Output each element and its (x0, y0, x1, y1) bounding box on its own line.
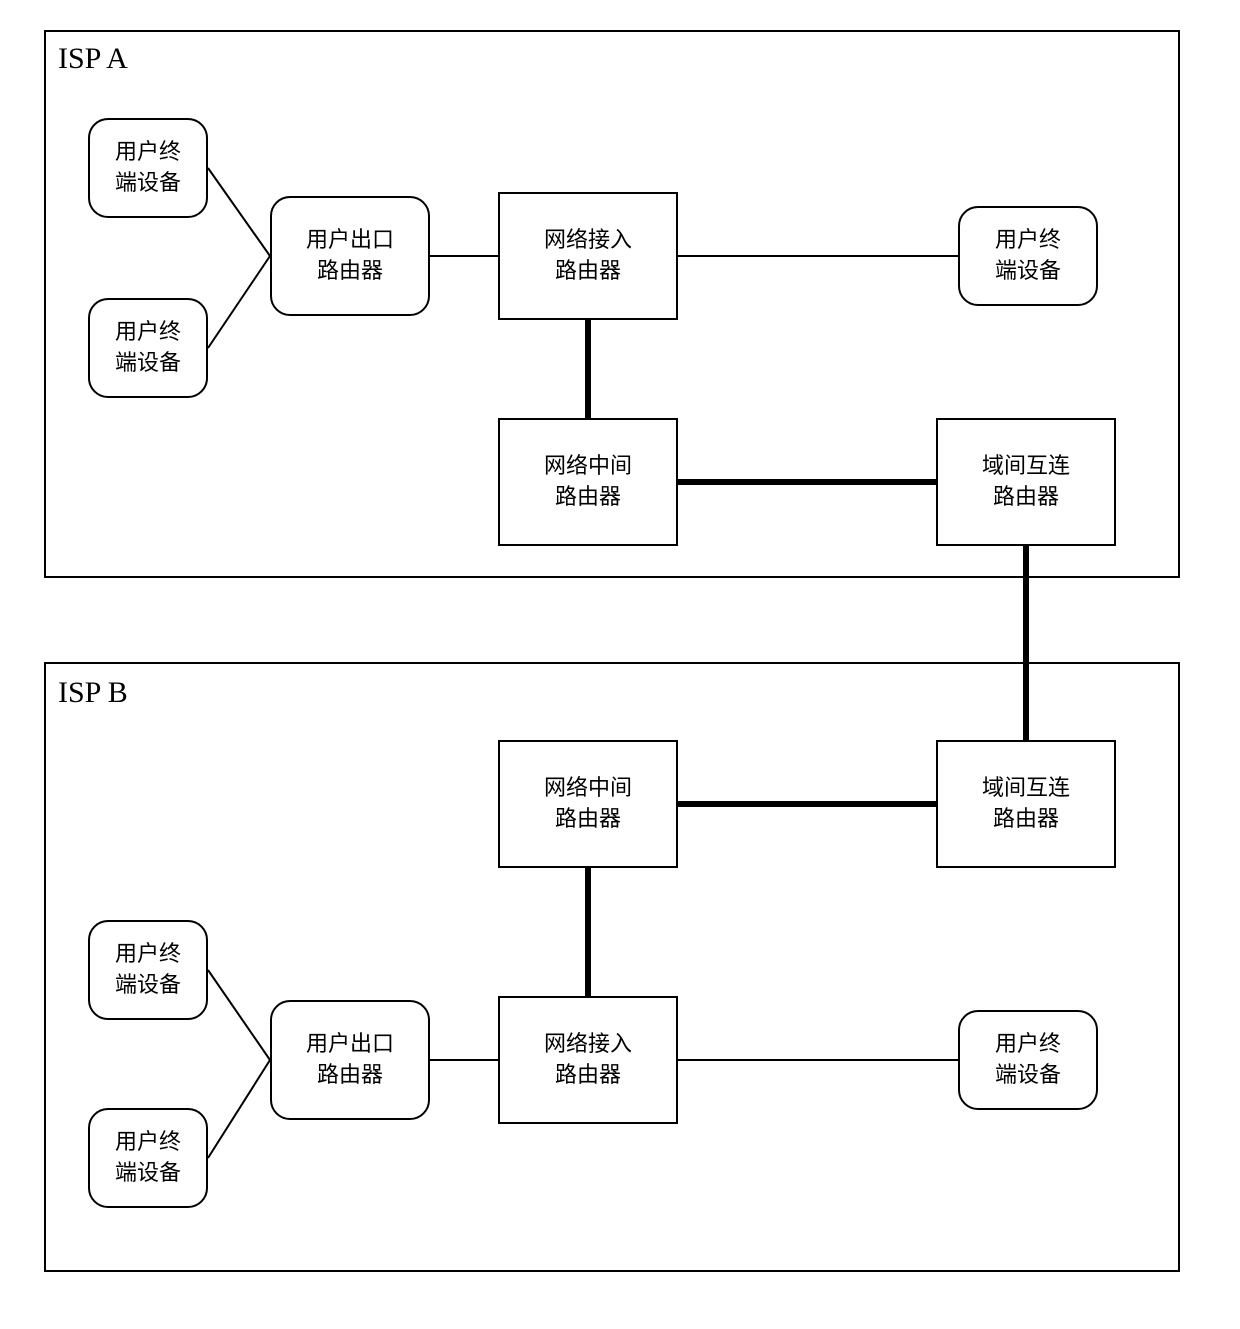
diagram-canvas: ISP AISP B用户终 端设备用户终 端设备用户出口 路由器网络接入 路由器… (0, 0, 1240, 1329)
region-label-ispA: ISP A (58, 42, 128, 76)
node-label-a_nmr: 网络中间 路由器 (544, 451, 632, 513)
node-a_nar: 网络接入 路由器 (498, 192, 678, 320)
node-b_idr: 域间互连 路由器 (936, 740, 1116, 868)
node-b_uer: 用户出口 路由器 (270, 1000, 430, 1120)
region-label-ispB: ISP B (58, 676, 128, 710)
node-b_ut3: 用户终 端设备 (958, 1010, 1098, 1110)
node-label-b_idr: 域间互连 路由器 (982, 773, 1070, 835)
node-a_ut3: 用户终 端设备 (958, 206, 1098, 306)
node-b_ut2: 用户终 端设备 (88, 1108, 208, 1208)
node-label-b_ut3: 用户终 端设备 (995, 1029, 1061, 1091)
node-label-a_ut2: 用户终 端设备 (115, 317, 181, 379)
node-a_ut1: 用户终 端设备 (88, 118, 208, 218)
node-label-b_nar: 网络接入 路由器 (544, 1029, 632, 1091)
node-a_ut2: 用户终 端设备 (88, 298, 208, 398)
node-label-b_ut1: 用户终 端设备 (115, 939, 181, 1001)
node-b_nmr: 网络中间 路由器 (498, 740, 678, 868)
node-a_nmr: 网络中间 路由器 (498, 418, 678, 546)
node-label-b_ut2: 用户终 端设备 (115, 1127, 181, 1189)
node-label-a_ut3: 用户终 端设备 (995, 225, 1061, 287)
node-b_ut1: 用户终 端设备 (88, 920, 208, 1020)
node-label-a_nar: 网络接入 路由器 (544, 225, 632, 287)
node-label-a_idr: 域间互连 路由器 (982, 451, 1070, 513)
node-label-a_ut1: 用户终 端设备 (115, 137, 181, 199)
node-a_uer: 用户出口 路由器 (270, 196, 430, 316)
node-label-b_nmr: 网络中间 路由器 (544, 773, 632, 835)
node-label-b_uer: 用户出口 路由器 (306, 1029, 394, 1091)
node-a_idr: 域间互连 路由器 (936, 418, 1116, 546)
node-b_nar: 网络接入 路由器 (498, 996, 678, 1124)
node-label-a_uer: 用户出口 路由器 (306, 225, 394, 287)
